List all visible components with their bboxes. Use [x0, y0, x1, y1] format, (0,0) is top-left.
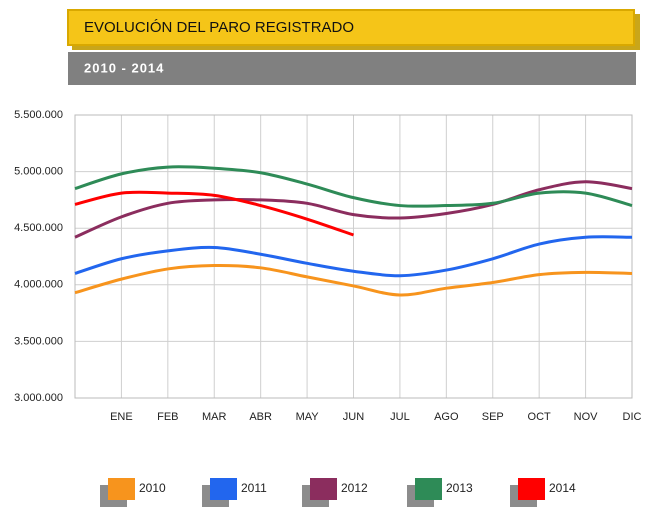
series-line	[74, 235, 633, 278]
legend-swatch	[518, 478, 545, 500]
x-tick-label: FEB	[157, 411, 178, 423]
x-tick-label: MAY	[296, 411, 320, 423]
legend-label: 2010	[139, 481, 166, 495]
x-tick-label: JUL	[390, 411, 410, 423]
y-tick-label: 3.500.000	[14, 335, 63, 347]
y-tick-label: 4.000.000	[14, 279, 63, 291]
legend-label: 2014	[549, 481, 576, 495]
series-line	[74, 190, 354, 237]
x-tick-label: JUN	[343, 411, 364, 423]
legend-swatch	[415, 478, 442, 500]
x-tick-label: SEP	[482, 411, 504, 423]
legend-label: 2013	[446, 481, 473, 495]
plot-frame	[74, 114, 633, 399]
title-box	[67, 9, 635, 46]
legend-swatch	[310, 478, 337, 500]
series-line	[74, 264, 633, 297]
legend-swatch	[108, 478, 135, 500]
legend-swatch	[210, 478, 237, 500]
y-tick-label: 5.500.000	[14, 109, 63, 121]
series-line	[74, 180, 633, 239]
series-line	[74, 165, 633, 208]
y-tick-label: 3.000.000	[14, 392, 63, 404]
legend-label: 2011	[241, 481, 267, 495]
x-tick-label: MAR	[202, 411, 227, 423]
x-tick-label: ENE	[110, 411, 133, 423]
x-tick-label: ABR	[249, 411, 272, 423]
x-tick-label: NOV	[574, 411, 599, 423]
y-tick-label: 4.500.000	[14, 222, 63, 234]
chart-subtitle: 2010 - 2014	[84, 60, 164, 75]
x-tick-label: DIC	[623, 411, 642, 423]
x-tick-label: AGO	[434, 411, 459, 423]
x-tick-label: OCT	[528, 411, 552, 423]
y-tick-label: 5.000.000	[14, 166, 63, 178]
subtitle-bar	[68, 52, 636, 85]
legend-label: 2012	[341, 481, 368, 495]
chart-title: EVOLUCIÓN DEL PARO REGISTRADO	[84, 19, 354, 36]
